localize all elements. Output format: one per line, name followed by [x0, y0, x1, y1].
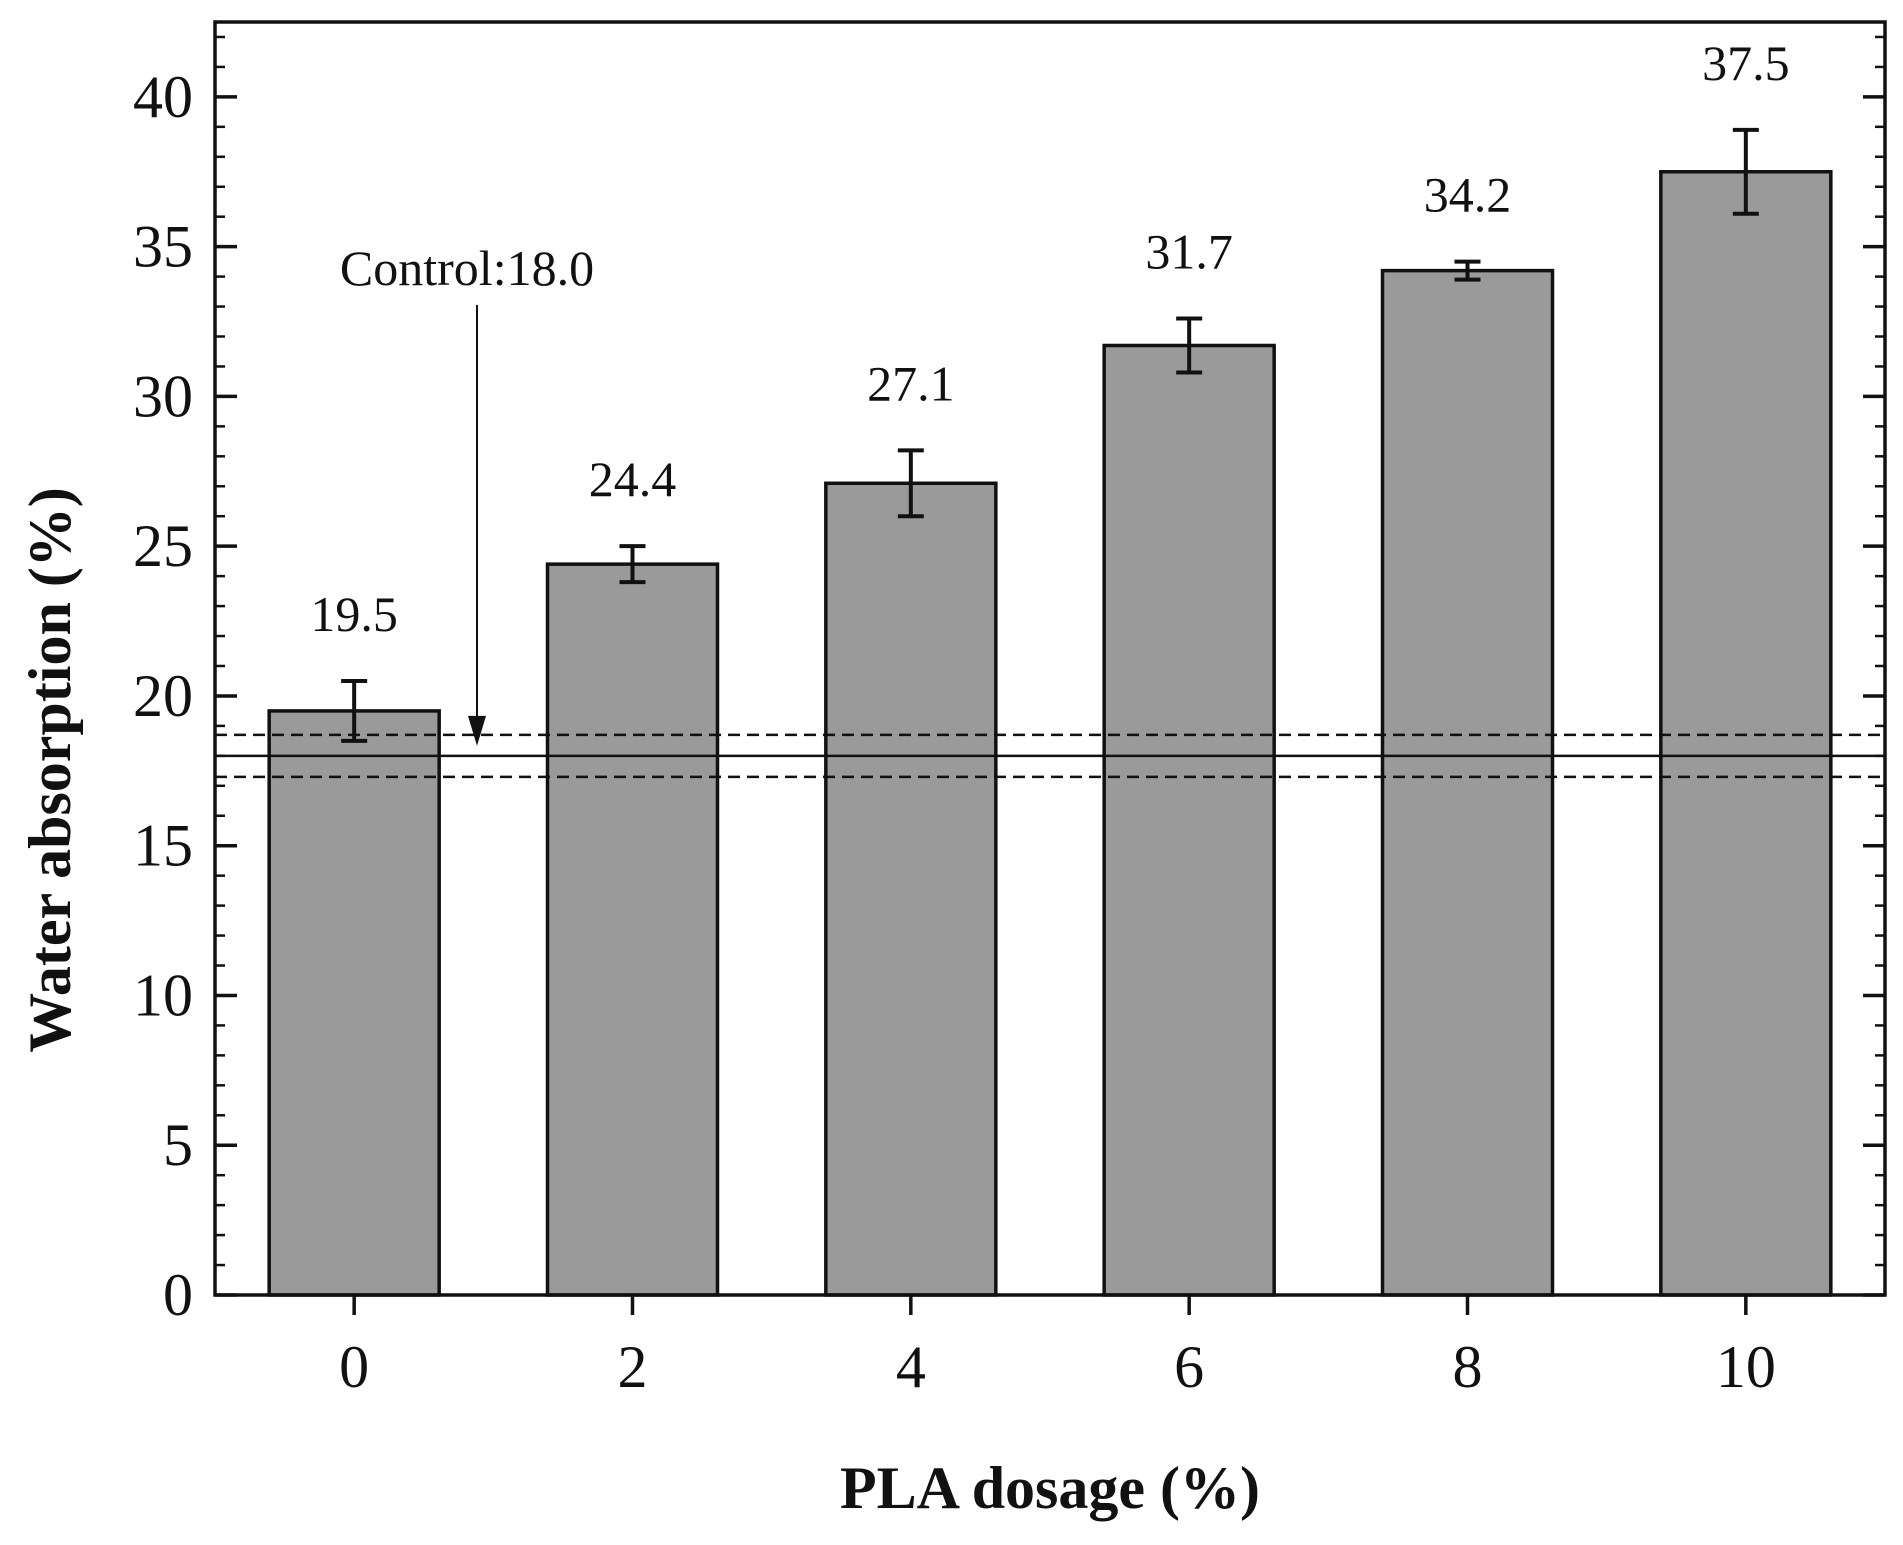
data-label-4: 27.1 [867, 355, 955, 411]
x-tick-label-4: 4 [896, 1334, 926, 1400]
x-axis-title: PLA dosage (%) [840, 1455, 1260, 1521]
bar-6 [1102, 343, 1276, 1297]
x-tick-label-6: 6 [1174, 1334, 1204, 1400]
data-label-8: 34.2 [1424, 167, 1512, 223]
plot-frame [213, 20, 1887, 1297]
y-tick-label-10: 10 [133, 962, 193, 1028]
y-axis-title: Water absorption (%) [17, 487, 83, 1053]
control-group: Control:18.0 [215, 240, 1885, 779]
y-tick-label-30: 30 [133, 363, 193, 429]
labels-group: 19.5 24.4 27.1 31.7 34.2 37.5 [310, 35, 1789, 642]
y-tick-label-25: 25 [133, 513, 193, 579]
x-tick-label-0: 0 [339, 1334, 369, 1400]
x-tick-label-8: 8 [1453, 1334, 1483, 1400]
y-tick-label-5: 5 [163, 1112, 193, 1178]
bar-0 [267, 709, 441, 1297]
data-label-0: 19.5 [310, 586, 398, 642]
y-tick-label-15: 15 [133, 813, 193, 879]
bar-4 [824, 481, 998, 1297]
control-arrow-head [468, 715, 486, 746]
data-label-2: 24.4 [589, 451, 677, 507]
bar-2 [545, 562, 720, 1297]
y-tick-label-20: 20 [133, 663, 193, 729]
axes-group: 0 5 10 15 20 25 30 35 40 0 2 4 6 8 10 [133, 20, 1887, 1400]
data-label-10: 37.5 [1702, 35, 1790, 91]
x-tick-label-10: 10 [1716, 1334, 1776, 1400]
y-tick-label-0: 0 [163, 1262, 193, 1328]
y-tick-label-35: 35 [133, 214, 193, 280]
error-bars-group [341, 127, 1759, 743]
bar-10 [1659, 170, 1833, 1297]
x-tick-label-2: 2 [618, 1334, 648, 1400]
data-label-6: 31.7 [1145, 224, 1233, 280]
bars-group [267, 170, 1833, 1297]
bar-8 [1380, 268, 1555, 1297]
y-tick-label-40: 40 [133, 64, 193, 130]
control-label: Control:18.0 [340, 240, 594, 296]
